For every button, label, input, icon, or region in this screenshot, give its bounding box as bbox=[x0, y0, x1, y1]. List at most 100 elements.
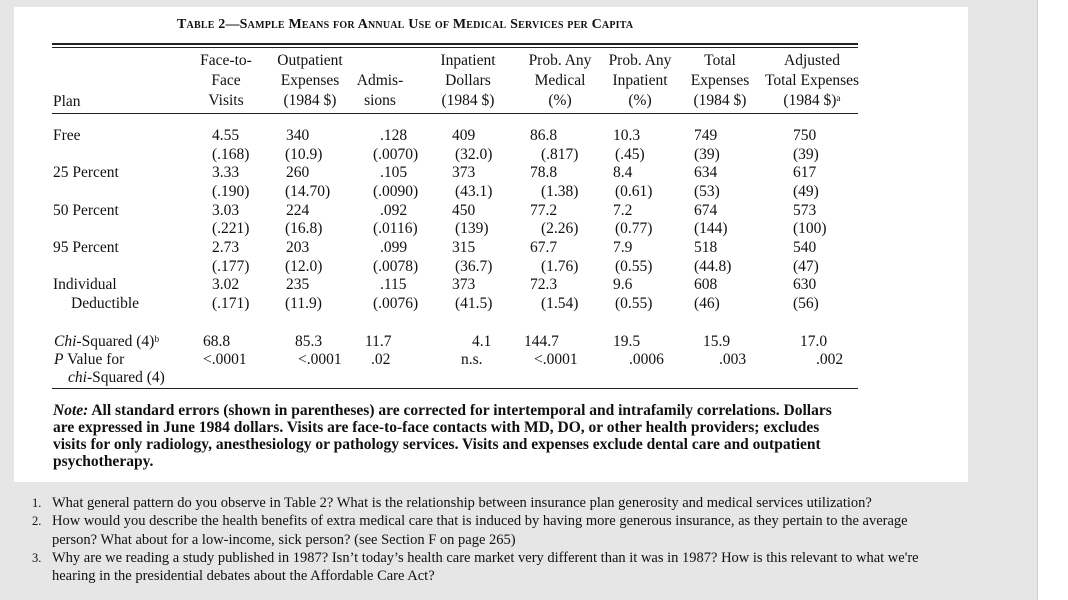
column-header-line: Outpatient bbox=[277, 52, 343, 69]
standard-error: (139) bbox=[455, 220, 489, 238]
standard-error: (144) bbox=[694, 220, 728, 238]
mean-value: 7.9 bbox=[613, 238, 633, 256]
question-text: person? What about for a low-income, sic… bbox=[52, 531, 516, 548]
mean-value: 86.8 bbox=[530, 127, 558, 144]
column-header-line: Inpatient bbox=[440, 52, 496, 69]
column-header-line: (%) bbox=[628, 92, 652, 109]
plan-label: Deductible bbox=[71, 294, 140, 312]
table-note: Note: All standard errors (shown in pare… bbox=[53, 402, 853, 470]
mean-value: .128 bbox=[380, 127, 408, 144]
standard-error: (.171) bbox=[212, 294, 250, 312]
chi-italic-2: chi bbox=[68, 369, 87, 386]
mean-value: 203 bbox=[286, 238, 310, 256]
chi-squared-value: 11.7 bbox=[365, 333, 392, 350]
column-header-line: Dollars bbox=[445, 72, 491, 89]
column-header-line: Inpatient bbox=[612, 72, 668, 89]
standard-error: (.0090) bbox=[373, 182, 419, 200]
standard-error: (10.9) bbox=[285, 145, 323, 163]
mean-value: 674 bbox=[694, 201, 718, 219]
bottom-rule bbox=[52, 388, 858, 389]
mean-value: 750 bbox=[793, 127, 817, 144]
chi-rest-2: -Squared (4) bbox=[86, 369, 165, 386]
column-header-line: (1984 $) bbox=[441, 92, 495, 109]
column-header-line: Total Expenses bbox=[764, 72, 860, 89]
mean-value: 3.03 bbox=[212, 201, 240, 219]
standard-error: (.0076) bbox=[373, 294, 419, 312]
column-header-line: Face-to- bbox=[200, 52, 252, 69]
plan-label: 95 Percent bbox=[53, 238, 119, 256]
mean-value: 260 bbox=[286, 164, 310, 182]
mean-value: 617 bbox=[793, 164, 817, 182]
chi-italic: Chi bbox=[54, 333, 77, 350]
standard-error: (.0116) bbox=[373, 220, 418, 238]
mean-value: 3.02 bbox=[212, 276, 240, 294]
mean-value: 450 bbox=[452, 201, 476, 219]
question-number: 2. bbox=[32, 514, 42, 529]
chi-rest: -Squared (4)ᵇ bbox=[76, 333, 160, 350]
column-header-line: Visits bbox=[208, 92, 244, 109]
mean-value: .099 bbox=[380, 238, 408, 256]
standard-error: (53) bbox=[694, 182, 720, 200]
mean-value: 608 bbox=[694, 276, 718, 294]
standard-error: (14.70) bbox=[285, 182, 331, 200]
mean-value: 540 bbox=[793, 238, 817, 256]
standard-error: (.190) bbox=[212, 182, 250, 200]
question-text: What general pattern do you observe in T… bbox=[52, 495, 872, 511]
standard-error: (1.76) bbox=[541, 257, 579, 275]
column-header-line: (1984 $) bbox=[693, 92, 747, 109]
mean-value: 8.4 bbox=[613, 164, 633, 182]
p-value: <.0001 bbox=[298, 351, 342, 368]
p-value: .003 bbox=[719, 351, 747, 368]
column-header-line: Expenses bbox=[690, 72, 750, 89]
chi-squared-value: 19.5 bbox=[613, 333, 641, 350]
header-plan: Plan bbox=[53, 93, 81, 110]
question-text: How would you describe the health benefi… bbox=[52, 513, 908, 530]
table-title: Table 2—Sample Means for Annual Use of M… bbox=[177, 17, 634, 32]
side-panel bbox=[1037, 0, 1068, 600]
p-value: .02 bbox=[371, 351, 391, 368]
mean-value: 10.3 bbox=[613, 127, 641, 144]
standard-error: (44.8) bbox=[694, 257, 732, 275]
chi-squared-value: 85.3 bbox=[295, 333, 323, 350]
mean-value: 2.73 bbox=[212, 238, 240, 256]
p-value: .002 bbox=[816, 351, 844, 368]
standard-error: (0.77) bbox=[615, 220, 653, 238]
standard-error: (47) bbox=[793, 257, 819, 275]
standard-error: (.221) bbox=[212, 220, 250, 238]
standard-error: (100) bbox=[793, 220, 827, 238]
mean-value: 373 bbox=[452, 164, 476, 182]
question-text: hearing in the presidential debates abou… bbox=[52, 568, 435, 585]
mean-value: 518 bbox=[694, 238, 718, 256]
column-header-line: sions bbox=[364, 92, 396, 109]
table-image: Table 2—Sample Means for Annual Use of M… bbox=[14, 7, 968, 482]
standard-error: (0.55) bbox=[615, 257, 653, 275]
standard-error: (11.9) bbox=[285, 294, 322, 312]
question-number: 1. bbox=[32, 496, 42, 510]
standard-error: (56) bbox=[793, 294, 819, 312]
chi-squared-label: Chi-Squared (4)ᵇ bbox=[54, 333, 159, 350]
column-header-line: Expenses bbox=[280, 72, 340, 89]
standard-error: (.0078) bbox=[373, 257, 419, 275]
p-rest: Value for bbox=[63, 351, 125, 368]
standard-error: (46) bbox=[694, 294, 720, 312]
standard-error: (.168) bbox=[212, 145, 250, 163]
column-header-line: Prob. Any bbox=[528, 52, 592, 69]
column-header-line: Total bbox=[704, 52, 736, 69]
standard-error: (39) bbox=[694, 145, 720, 163]
standard-error: (39) bbox=[793, 145, 819, 163]
mean-value: 749 bbox=[694, 127, 718, 144]
standard-error: (41.5) bbox=[455, 294, 493, 312]
plan-label: 50 Percent bbox=[53, 201, 119, 219]
p-italic: P bbox=[54, 351, 64, 368]
mean-value: 77.2 bbox=[530, 201, 558, 219]
mean-value: 630 bbox=[793, 276, 817, 294]
p-value: <.0001 bbox=[203, 351, 247, 368]
standard-error: (12.0) bbox=[285, 257, 323, 275]
mean-value: 72.3 bbox=[530, 276, 558, 294]
mean-value: 3.33 bbox=[212, 164, 240, 182]
standard-error: (43.1) bbox=[455, 182, 493, 200]
chi-squared-value: 68.8 bbox=[203, 333, 231, 350]
mean-value: 634 bbox=[694, 164, 718, 182]
column-header-line: Prob. Any bbox=[608, 52, 672, 69]
standard-error: (0.61) bbox=[615, 182, 653, 200]
